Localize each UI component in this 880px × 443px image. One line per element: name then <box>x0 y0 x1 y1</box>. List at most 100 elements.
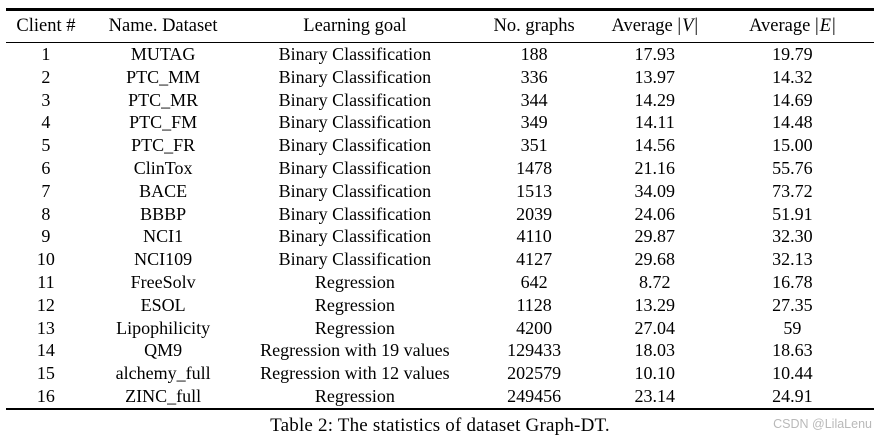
table-cell: ZINC_full <box>125 385 202 406</box>
table-row: 16 ZINC_full Regression 249456 23.14 24.91 <box>6 385 874 409</box>
table-cell: 3 <box>41 89 51 110</box>
table-cell: 16.78 <box>772 271 813 292</box>
table-cell: 351 <box>520 135 548 156</box>
table-cell: 13.29 <box>634 294 676 315</box>
table-cell: 7 <box>41 180 51 201</box>
column-header-3: No. graphs <box>469 9 599 43</box>
table-cell: Binary Classification <box>278 180 432 201</box>
table-cell: NCI1 <box>143 226 184 247</box>
table-cell: 344 <box>520 89 548 110</box>
table-cell: Binary Classification <box>278 157 432 178</box>
column-header-4: Average |V| <box>598 9 711 43</box>
table-cell: 51.91 <box>772 203 813 224</box>
table-cell: 12 <box>36 294 55 315</box>
table-cell: 14.48 <box>772 112 813 133</box>
table-cell: 27.35 <box>772 294 813 315</box>
table-cell: Binary Classification <box>278 89 432 110</box>
table-cell: 59 <box>783 317 802 338</box>
table-cell: 13 <box>36 317 55 338</box>
dataset-statistics-table: Client # Name. Dataset Learning goal No. gr… <box>6 8 874 410</box>
table-cell: 14.29 <box>634 89 676 110</box>
table-cell: 14.32 <box>772 66 813 87</box>
table-row: 12 ESOL Regression 1128 13.29 27.35 <box>6 294 874 317</box>
table-cell: PTC_FR <box>131 135 196 156</box>
column-header-0: Client # <box>6 9 86 43</box>
table-cell: 14.56 <box>634 135 676 156</box>
table-row: 4 PTC_FM Binary Classification 349 14.11 14.4… <box>6 111 874 134</box>
table-cell: PTC_MR <box>128 89 199 110</box>
table-cell: 8 <box>41 203 51 224</box>
table-row: 5 PTC_FR Binary Classification 351 14.56 15.0… <box>6 134 874 157</box>
table-cell: Binary Classification <box>278 112 432 133</box>
table-cell: 14.11 <box>634 112 675 133</box>
table-row: 6 ClinTox Binary Classification 1478 21.16 55… <box>6 157 874 180</box>
table-cell: Regression with 12 values <box>260 363 450 384</box>
table-cell: 34.09 <box>634 180 676 201</box>
table-cell: 14.69 <box>772 89 813 110</box>
table-cell: 1513 <box>516 180 553 201</box>
table-row: 15 alchemy_full Regression with 12 values 2… <box>6 362 874 385</box>
table-cell: 5 <box>41 135 51 156</box>
table-row: 8 BBBP Binary Classification 2039 24.06 51.91 <box>6 203 874 226</box>
table-cell: ESOL <box>140 294 186 315</box>
table-cell: NCI109 <box>134 249 193 270</box>
table-cell: 349 <box>520 112 548 133</box>
table-cell: 18.63 <box>772 340 813 361</box>
table-caption: Table 2: The statistics of dataset Graph… <box>270 414 610 436</box>
table-cell: 11 <box>37 271 55 292</box>
table-cell: 23.14 <box>634 385 676 406</box>
table-row: 14 QM9 Regression with 19 values 129433 18.0… <box>6 339 874 362</box>
header-row: Client # Name. Dataset Learning goal No. gr… <box>6 9 874 43</box>
column-header-5: Average |E| <box>710 9 874 43</box>
table-cell: 29.87 <box>634 226 676 247</box>
table-cell: PTC_MM <box>126 66 201 87</box>
table-row: 10 NCI109 Binary Classification 4127 29.68 32… <box>6 248 874 271</box>
table-row: 9 NCI1 Binary Classification 4110 29.87 32.30 <box>6 225 874 248</box>
table-cell: alchemy_full <box>115 363 211 384</box>
table-cell: Binary Classification <box>278 66 432 87</box>
table-cell: 18.03 <box>634 340 676 361</box>
table-cell: BBBP <box>140 203 187 224</box>
table-body: 1 MUTAG Binary Classification 188 17.93 19.79… <box>6 43 874 409</box>
table-cell: 8.72 <box>639 271 671 292</box>
table-cell: 21.16 <box>634 157 676 178</box>
table-cell: 4 <box>41 112 51 133</box>
table-cell: Binary Classification <box>278 226 432 247</box>
table-cell: Regression <box>314 317 395 338</box>
table-cell: Binary Classification <box>278 203 432 224</box>
table-cell: Regression with 19 values <box>260 340 450 361</box>
table-cell: Regression <box>314 385 395 406</box>
table-cell: ClinTox <box>133 157 193 178</box>
table-cell: 2039 <box>516 203 553 224</box>
table-cell: 19.79 <box>772 44 813 64</box>
column-header-2: Learning goal <box>240 9 470 43</box>
math-symbol: V <box>682 16 694 36</box>
table-cell: 13.97 <box>634 66 676 87</box>
table-row: 3 PTC_MR Binary Classification 344 14.29 14.6… <box>6 89 874 112</box>
table-cell: 29.68 <box>634 249 676 270</box>
table-cell: 16 <box>36 385 55 406</box>
table-cell: 336 <box>520 66 548 87</box>
table-cell: 4200 <box>516 317 553 338</box>
table-row: 7 BACE Binary Classification 1513 34.09 73.72 <box>6 180 874 203</box>
table-cell: 15 <box>36 363 55 384</box>
table-cell: 17.93 <box>634 44 676 64</box>
table-row: 13 Lipophilicity Regression 4200 27.04 59 <box>6 317 874 340</box>
table-cell: 129433 <box>507 340 562 361</box>
math-symbol: E <box>819 16 831 36</box>
table-cell: FreeSolv <box>130 271 196 292</box>
table-row: 11 FreeSolv Regression 642 8.72 16.78 <box>6 271 874 294</box>
table-cell: 14 <box>36 340 55 361</box>
table-cell: 32.30 <box>772 226 813 247</box>
table-cell: Binary Classification <box>278 44 432 64</box>
table-cell: BACE <box>139 180 188 201</box>
table-cell: 32.13 <box>772 249 813 270</box>
table-cell: 15.00 <box>772 135 813 156</box>
table-cell: 249456 <box>507 385 562 406</box>
table-cell: 188 <box>520 44 548 64</box>
table-cell: 4127 <box>516 249 553 270</box>
table-cell: Binary Classification <box>278 249 432 270</box>
table-cell: 2 <box>41 66 51 87</box>
table-cell: 202579 <box>507 363 562 384</box>
